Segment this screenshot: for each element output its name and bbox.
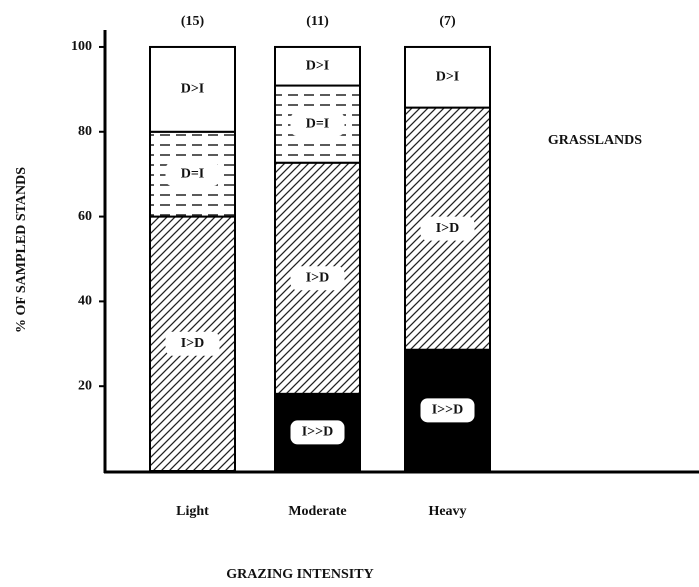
segment-label: D=I [181, 166, 205, 181]
segment-label: I>D [306, 270, 330, 285]
x-tick-label: Moderate [288, 504, 346, 519]
label-bg [165, 162, 220, 187]
segment-label: I>D [181, 336, 205, 351]
label-bg [420, 65, 475, 90]
x-tick-label: Heavy [428, 504, 466, 519]
segment-label: D>I [181, 82, 205, 97]
y-tick-label: 80 [78, 124, 92, 139]
x-axis-title: GRAZING INTENSITY [226, 567, 373, 582]
label-bg [290, 112, 345, 137]
segment-label: D>I [306, 58, 330, 73]
annotation: GRASSLANDS [548, 133, 642, 148]
segment-label: I>D [436, 221, 460, 236]
category-note: (11) [306, 14, 329, 29]
label-bg [290, 266, 345, 291]
label-bg [290, 420, 345, 445]
y-tick-label: 20 [78, 378, 92, 393]
label-bg [165, 77, 220, 102]
y-tick-label: 100 [71, 39, 92, 54]
segment-label: I>>D [432, 403, 464, 418]
y-axis-title: % OF SAMPLED STANDS [14, 167, 29, 333]
label-bg [165, 331, 220, 356]
segment-label: D=I [306, 116, 330, 131]
category-note: (15) [181, 14, 205, 29]
label-bg [420, 398, 475, 423]
x-tick-label: Light [176, 504, 209, 519]
y-tick-label: 40 [78, 294, 92, 309]
category-note: (7) [439, 14, 456, 29]
segment-label: I>>D [302, 425, 334, 440]
y-tick-label: 60 [78, 209, 92, 224]
bar-segment [404, 45, 491, 109]
label-bg [420, 216, 475, 241]
segment-label: D>I [436, 69, 460, 84]
label-bg [290, 54, 345, 79]
